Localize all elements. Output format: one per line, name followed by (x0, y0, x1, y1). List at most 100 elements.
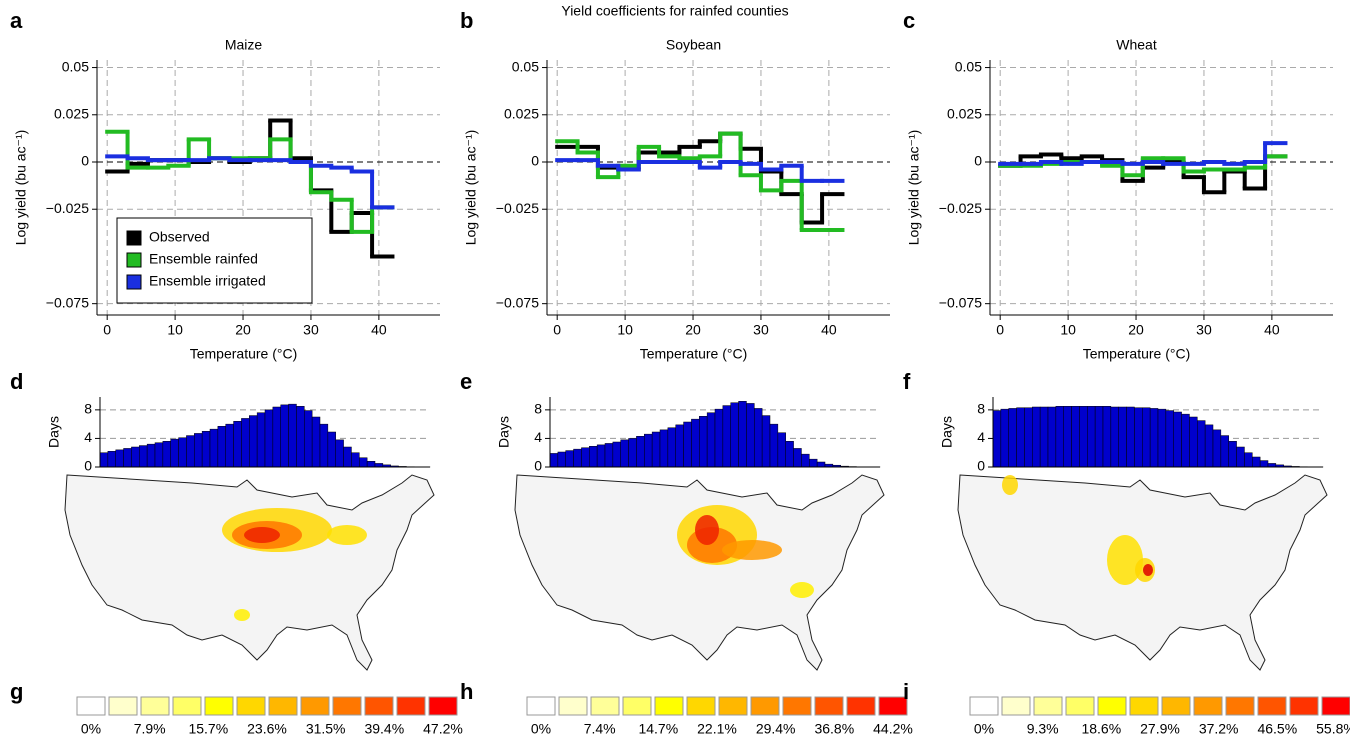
panel-label: c (903, 8, 915, 33)
colorbar-box (172, 696, 202, 716)
histogram-bar (667, 427, 676, 468)
histogram-bar (1189, 416, 1198, 468)
x-tick-label: 0 (103, 322, 111, 338)
histogram-bar (699, 416, 708, 468)
histogram-bar (194, 433, 203, 468)
y-tick-label: −0.075 (46, 294, 89, 310)
x-axis-label: Temperature (°C) (640, 346, 748, 362)
x-tick-label: 10 (1060, 322, 1076, 338)
histogram-bar (359, 457, 368, 468)
colorbar-label: 14.7% (638, 721, 678, 737)
panel-label: h (460, 679, 473, 704)
colorbar-label: 7.4% (584, 721, 616, 737)
figure-title: Yield coefficients for rainfed counties (561, 3, 788, 19)
histogram-bar (1142, 407, 1151, 468)
histogram-bar (1244, 452, 1253, 468)
histogram-bar (1236, 446, 1245, 468)
histogram-bar (683, 421, 692, 468)
y-tick-label: 4 (84, 429, 92, 445)
histogram-bar (1212, 429, 1222, 468)
histogram-bar (1047, 406, 1057, 468)
histogram-bar (1165, 410, 1174, 468)
histogram-bar (256, 412, 266, 468)
histogram-bar (691, 418, 700, 468)
histogram-bar (612, 441, 621, 468)
colorbar-box (300, 696, 330, 716)
histogram-bar (351, 452, 360, 468)
y-tick-label: 8 (534, 401, 542, 417)
histogram-bar (209, 428, 219, 468)
colorbar-label: 47.2% (423, 721, 463, 737)
histogram-bar (170, 438, 179, 468)
legend-swatch (126, 274, 142, 290)
y-tick-label: 0 (534, 458, 542, 474)
histogram-bar (1094, 406, 1104, 468)
x-tick-label: 40 (821, 322, 837, 338)
histogram-bar (816, 461, 826, 468)
histogram-bar (1024, 407, 1033, 468)
x-tick-label: 10 (617, 322, 633, 338)
histogram-bar (264, 409, 274, 468)
colorbar-box (204, 696, 234, 716)
y-tick-label: 0.05 (955, 58, 982, 74)
histogram-bar (186, 435, 195, 468)
histogram-bar (675, 424, 684, 468)
y-tick-label: 0 (977, 458, 985, 474)
y-tick-label: −0.025 (496, 200, 539, 216)
x-axis-label: Temperature (°C) (190, 346, 298, 362)
histogram-bar (785, 441, 794, 468)
x-tick-label: 30 (753, 322, 769, 338)
colorbar-box (1001, 696, 1031, 716)
colorbar-box (590, 696, 620, 716)
colorbar-box (1161, 696, 1191, 716)
histogram-bar (107, 451, 116, 468)
colorbar-box (718, 696, 748, 716)
colorbar-label: 29.4% (756, 721, 796, 737)
histogram-bar (746, 403, 755, 468)
histogram-bar (374, 463, 384, 468)
histogram-bar (706, 412, 716, 468)
y-tick-label: 0.025 (947, 105, 982, 121)
histogram-bar (714, 408, 724, 468)
histogram-bar (620, 439, 629, 468)
colorbar-label: 46.5% (1257, 721, 1297, 737)
x-tick-label: 10 (167, 322, 183, 338)
y-tick-label: 8 (977, 401, 985, 417)
histogram-bar (296, 406, 305, 468)
colorbar-box (396, 696, 426, 716)
histogram-bar (233, 421, 242, 468)
colorbar-box (1257, 696, 1287, 716)
colorbar-label: 15.7% (188, 721, 228, 737)
histogram-bar (754, 408, 763, 468)
map-hotspot (327, 525, 367, 545)
map-hotspot (722, 540, 782, 560)
y-tick-label: −0.075 (496, 294, 539, 310)
y-tick-label: 0.025 (54, 105, 89, 121)
histogram-bar (241, 418, 250, 468)
colorbar-box (1033, 696, 1063, 716)
histogram-bar (304, 410, 313, 468)
x-tick-label: 30 (303, 322, 319, 338)
colorbar-label: 44.2% (873, 721, 913, 737)
histogram-bar (1267, 463, 1277, 468)
histogram-bar (801, 453, 810, 468)
colorbar-box (140, 696, 170, 716)
colorbar-box (428, 696, 458, 716)
legend-label: Ensemble irrigated (149, 273, 266, 289)
y-tick-label: 0.05 (62, 58, 89, 74)
colorbar-box (846, 696, 876, 716)
colorbar-box (1129, 696, 1159, 716)
histogram-bar (201, 431, 211, 468)
histogram-bar (1259, 460, 1269, 468)
colorbar-label: 23.6% (247, 721, 287, 737)
histogram-bar (1149, 408, 1159, 468)
histogram-bar (628, 438, 637, 468)
colorbar-box (878, 696, 908, 716)
histogram-bar (809, 458, 818, 468)
x-tick-label: 0 (553, 322, 561, 338)
y-tick-label: −0.075 (939, 294, 982, 310)
map-hotspot (234, 609, 250, 621)
y-axis-label: Days (46, 416, 62, 448)
colorbar-label: 7.9% (134, 721, 166, 737)
